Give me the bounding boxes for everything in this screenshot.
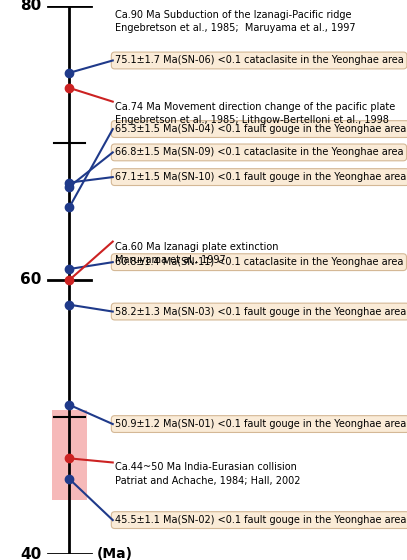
Text: 58.2±1.3 Ma(SN-03) <0.1 fault gouge in the Yeonghae area: 58.2±1.3 Ma(SN-03) <0.1 fault gouge in t… xyxy=(115,306,406,316)
Text: (Ma): (Ma) xyxy=(97,547,133,560)
Text: 60.8±1.4 Ma(SN-11) <0.1 cataclasite in the Yeonghae area: 60.8±1.4 Ma(SN-11) <0.1 cataclasite in t… xyxy=(115,257,403,267)
Text: 40: 40 xyxy=(20,547,42,560)
Text: Ca.60 Ma Izanagi plate extinction
Maruyama et al., 1997: Ca.60 Ma Izanagi plate extinction Maruya… xyxy=(115,241,278,265)
Text: 60: 60 xyxy=(20,273,42,287)
Text: 50.9±1.2 Ma(SN-01) <0.1 fault gouge in the Yeonghae area: 50.9±1.2 Ma(SN-01) <0.1 fault gouge in t… xyxy=(115,419,406,429)
Text: Ca.74 Ma Movement direction change of the pacific plate
Engebretson et al., 1985: Ca.74 Ma Movement direction change of th… xyxy=(115,102,395,125)
Text: 65.3±1.5 Ma(SN-04) <0.1 fault gouge in the Yeonghae area: 65.3±1.5 Ma(SN-04) <0.1 fault gouge in t… xyxy=(115,124,406,134)
Text: 67.1±1.5 Ma(SN-10) <0.1 fault gouge in the Yeonghae area: 67.1±1.5 Ma(SN-10) <0.1 fault gouge in t… xyxy=(115,172,406,182)
Text: Ca.90 Ma Subduction of the Izanagi-Pacific ridge
Engebretson et al., 1985;  Maru: Ca.90 Ma Subduction of the Izanagi-Pacif… xyxy=(115,10,355,33)
Bar xyxy=(52,410,87,500)
Text: 80: 80 xyxy=(20,0,42,13)
Text: Ca.44~50 Ma India-Eurasian collision
Patriat and Achache, 1984; Hall, 2002: Ca.44~50 Ma India-Eurasian collision Pat… xyxy=(115,463,300,486)
Text: 45.5±1.1 Ma(SN-02) <0.1 fault gouge in the Yeonghae area: 45.5±1.1 Ma(SN-02) <0.1 fault gouge in t… xyxy=(115,515,406,525)
Text: 66.8±1.5 Ma(SN-09) <0.1 cataclasite in the Yeonghae area: 66.8±1.5 Ma(SN-09) <0.1 cataclasite in t… xyxy=(115,147,403,157)
Text: 75.1±1.7 Ma(SN-06) <0.1 cataclasite in the Yeonghae area: 75.1±1.7 Ma(SN-06) <0.1 cataclasite in t… xyxy=(115,55,403,66)
